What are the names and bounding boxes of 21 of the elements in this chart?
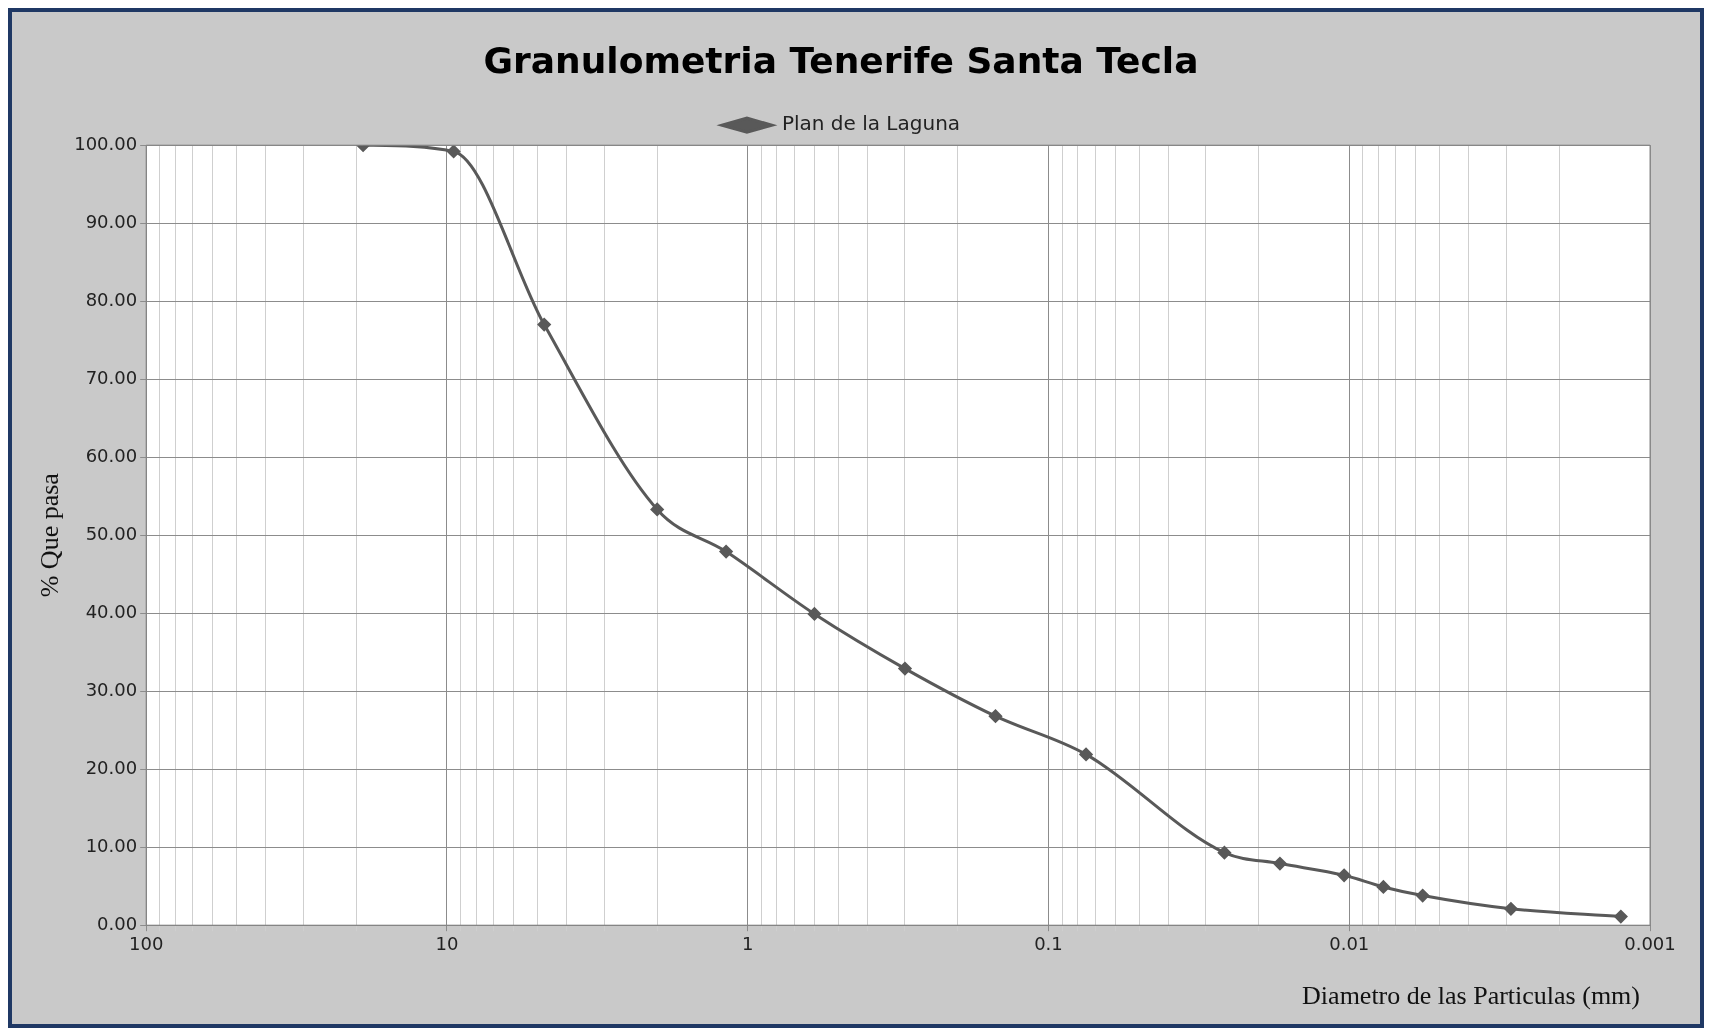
y-axis-title: % Que pasa (35, 472, 65, 598)
y-tick-label: 30.00 (85, 678, 138, 700)
y-tick-label: 40.00 (85, 600, 138, 622)
x-tick-label: 0.001 (1624, 932, 1676, 954)
x-tick-label: 0.01 (1329, 932, 1370, 954)
x-tick-label: 100 (129, 932, 164, 954)
x-axis-title: Diametro de las Particulas (mm) (1302, 980, 1640, 1010)
y-tick-label: 50.00 (85, 522, 138, 544)
legend-label: Plan de la Laguna (781, 111, 961, 136)
y-tick-label: 20.00 (85, 756, 138, 778)
y-tick-label: 0.00 (97, 912, 138, 934)
y-tick-label: 90.00 (85, 210, 138, 232)
chart-title: Granulometria Tenerife Santa Tecla (483, 39, 1199, 81)
y-tick-label: 80.00 (85, 288, 138, 310)
x-tick-label: 1 (741, 932, 754, 954)
y-tick-label: 10.00 (85, 834, 138, 856)
x-tick-label: 0.1 (1034, 932, 1063, 954)
x-tick-label: 10 (435, 932, 459, 954)
y-tick-label: 100.00 (74, 132, 138, 154)
y-tick-label: 60.00 (85, 444, 138, 466)
y-tick-label: 70.00 (85, 366, 138, 388)
